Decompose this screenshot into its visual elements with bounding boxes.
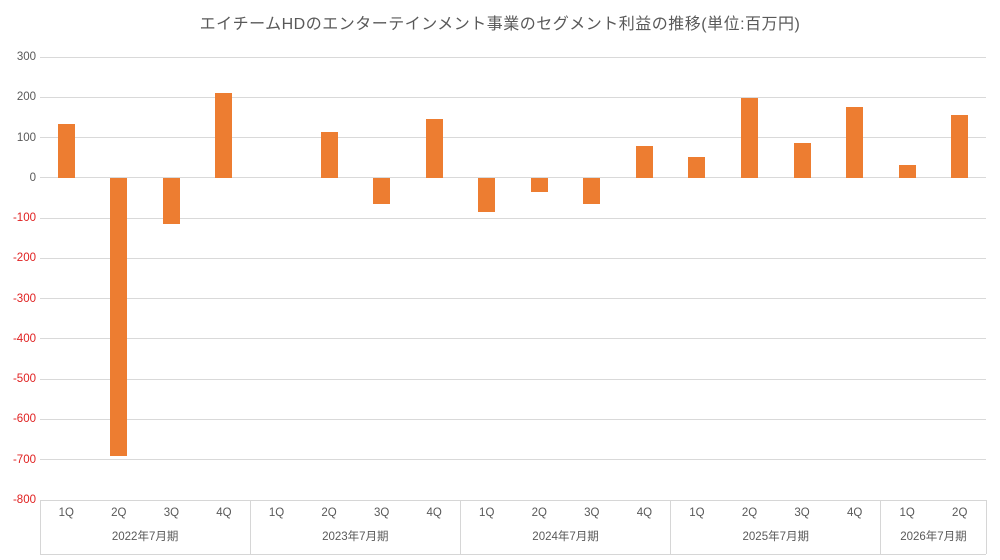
quarter-label: 4Q (636, 507, 653, 519)
bar (57, 124, 75, 178)
year-label: 2024年7月期 (532, 531, 599, 543)
gridline (40, 298, 986, 300)
quarter-label: 1Q (689, 507, 705, 519)
gridline (40, 418, 986, 420)
year-label: 2023年7月期 (322, 531, 389, 543)
category-axis-bottom-line (40, 553, 986, 555)
y-tick-label: 300 (16, 51, 36, 63)
category-axis-separator (670, 500, 672, 554)
quarter-label: 3Q (794, 507, 810, 519)
y-tick-label: -400 (12, 332, 36, 345)
quarter-label: 2Q (321, 507, 337, 519)
bar (741, 98, 758, 178)
bar (478, 177, 496, 213)
bar (215, 93, 233, 178)
bar (162, 177, 180, 225)
bar (688, 156, 706, 178)
gridline (40, 56, 986, 58)
bar (793, 142, 811, 178)
quarter-label: 1Q (899, 507, 915, 519)
category-axis-separator (249, 500, 251, 554)
y-tick-label: -100 (12, 212, 36, 225)
quarter-label: 3Q (584, 507, 600, 519)
gridline (40, 459, 986, 461)
category-axis-separator (459, 500, 461, 554)
y-tick-label: 0 (29, 171, 36, 184)
bar (635, 145, 653, 178)
bar (425, 118, 443, 178)
bar (846, 106, 864, 178)
quarter-label: 3Q (163, 507, 180, 519)
quarter-label: 1Q (479, 507, 495, 519)
gridline (40, 378, 986, 380)
gridline (40, 338, 986, 340)
quarter-label: 1Q (58, 507, 74, 519)
gridline (40, 137, 986, 139)
bar (898, 164, 916, 178)
quarter-label: 2Q (531, 507, 547, 519)
quarter-label: 2Q (741, 507, 758, 519)
bar (373, 177, 391, 205)
quarter-label: 2Q (952, 507, 968, 519)
bar (320, 131, 338, 178)
year-label: 2022年7月期 (111, 531, 179, 543)
bar (583, 177, 601, 205)
y-tick-label: -800 (12, 494, 36, 506)
gridline (40, 96, 986, 98)
quarter-label: 1Q (268, 507, 285, 519)
gridline (40, 177, 986, 179)
quarter-label: 4Q (846, 507, 863, 519)
category-axis-top-line (40, 499, 986, 501)
quarter-label: 4Q (216, 507, 232, 519)
bar (530, 177, 548, 193)
y-tick-label: -700 (12, 453, 36, 466)
quarter-label: 4Q (426, 507, 442, 519)
y-tick-label: -500 (12, 373, 36, 386)
bar (951, 114, 969, 178)
y-tick-label: 100 (16, 131, 36, 144)
year-label: 2025年7月期 (742, 531, 809, 543)
category-axis-separator (985, 500, 987, 554)
gridline (40, 257, 986, 259)
y-tick-label: -300 (12, 292, 36, 305)
y-tick-label: -600 (12, 413, 36, 426)
y-tick-label: 200 (16, 91, 36, 104)
quarter-label: 3Q (373, 507, 390, 519)
gridline (40, 217, 986, 219)
quarter-label: 2Q (111, 507, 127, 519)
chart-title: エイチームHDのエンターテインメント事業のセグメント利益の推移(単位:百万円) (199, 16, 801, 33)
year-label: 2026年7月期 (900, 531, 967, 543)
category-axis-separator (880, 500, 882, 554)
category-axis-separator (39, 500, 41, 554)
y-tick-label: -200 (12, 252, 36, 265)
bar (110, 177, 128, 456)
